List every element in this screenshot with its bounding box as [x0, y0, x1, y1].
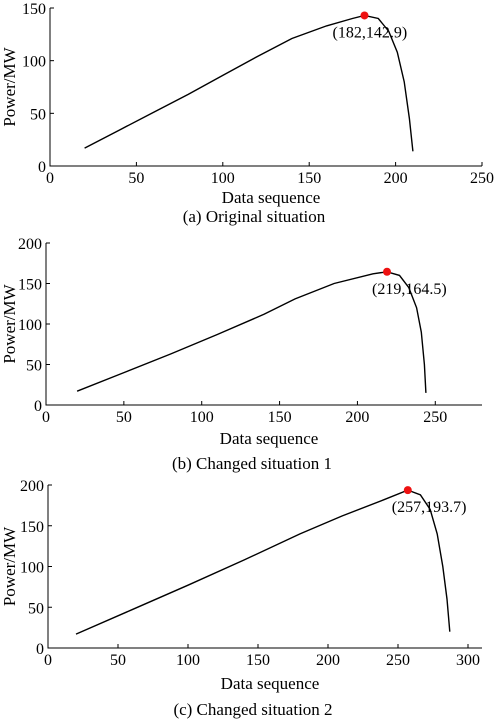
y-tick-label: 150 [18, 277, 42, 294]
x-tick-label: 250 [386, 652, 410, 669]
chart-caption: (a) Original situation [183, 207, 326, 226]
power-curve [75, 489, 451, 635]
y-axis-label: Power/MW [0, 526, 19, 606]
y-tick-label: 50 [26, 358, 42, 375]
x-tick-label: 100 [176, 652, 200, 669]
peak-point [360, 11, 369, 20]
x-tick-label: 0 [42, 409, 50, 426]
peak-point [403, 486, 412, 495]
chart-panel-2: 0 50 100 150 200 250 0 50 100 150 200 Data sequence… [0, 236, 482, 473]
x-axis-label: Data sequence [221, 674, 320, 693]
y-tick-label: 100 [22, 54, 46, 71]
x-tick-label: 100 [211, 170, 235, 187]
peak-annotation: (257,193.7) [392, 499, 467, 516]
x-tick-label: 200 [384, 170, 408, 187]
y-tick-label: 50 [28, 600, 44, 617]
y-axis-label: Power/MW [0, 46, 19, 126]
y-tick-label: 0 [36, 641, 44, 658]
peak-annotation: (182,142.9) [332, 24, 407, 41]
y-tick-label: 0 [38, 159, 46, 176]
x-tick-label: 100 [190, 409, 214, 426]
y-tick-label: 100 [18, 317, 42, 334]
x-axis-label: Data sequence [220, 429, 319, 448]
x-tick-label: 150 [297, 170, 321, 187]
y-tick-label: 150 [20, 519, 44, 536]
x-tick-label: 150 [268, 409, 292, 426]
x-tick-label: 50 [110, 652, 126, 669]
y-tick-label: 50 [30, 106, 46, 123]
x-tick-label: 200 [345, 409, 369, 426]
x-tick-label: 0 [46, 170, 54, 187]
x-tick-label: 300 [456, 652, 480, 669]
chart-caption: (b) Changed situation 1 [172, 454, 332, 473]
axis-spines [45, 243, 482, 406]
x-tick-label: 150 [246, 652, 270, 669]
x-tick-label: 250 [423, 409, 447, 426]
x-tick-label: 50 [128, 170, 144, 187]
y-tick-label: 200 [20, 478, 44, 495]
chart-panel-3: 0 50 100 150 200 250 300 0 50 100 150 200 Data seque… [0, 478, 482, 719]
power-curve [76, 271, 427, 393]
x-tick-label: 250 [470, 170, 494, 187]
x-tick-label: 50 [116, 409, 132, 426]
x-tick-label: 200 [316, 652, 340, 669]
x-tick-label: 0 [44, 652, 52, 669]
power-curve [84, 14, 414, 152]
x-axis-label: Data sequence [222, 188, 321, 207]
axis-spines [49, 8, 482, 167]
y-tick-label: 200 [18, 236, 42, 253]
y-axis-label: Power/MW [0, 283, 19, 363]
chart-caption: (c) Changed situation 2 [173, 700, 332, 719]
peak-point [383, 267, 392, 276]
peak-annotation: (219,164.5) [372, 281, 447, 298]
y-tick-label: 100 [20, 560, 44, 577]
y-tick-label: 0 [34, 398, 42, 415]
y-tick-label: 150 [22, 1, 46, 18]
